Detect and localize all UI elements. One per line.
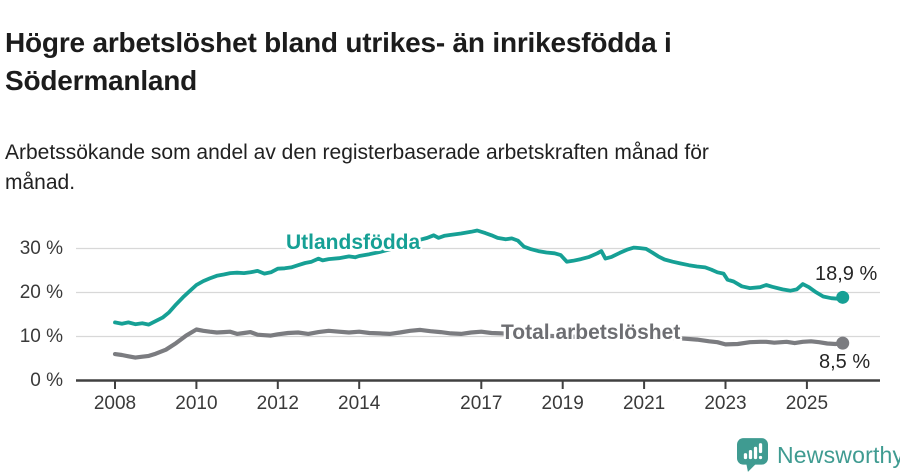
newsworthy-wordmark: Newsworthy <box>777 441 900 468</box>
page-title-line-2: Södermanland <box>5 64 198 96</box>
y-tick-label-10: 10 % <box>19 325 63 347</box>
x-tick-label-2017: 2017 <box>460 393 503 414</box>
x-tick-label-2025: 2025 <box>785 393 829 414</box>
x-tick-label-2019: 2019 <box>541 393 584 414</box>
chart-subtitle: Arbetssökande som andel av den registerb… <box>5 138 855 198</box>
end-dot-total <box>836 336 850 350</box>
gridlines-group <box>76 247 880 382</box>
x-tick-label-2012: 2012 <box>256 393 299 414</box>
y-tick-label-0: 0 % <box>30 369 63 391</box>
y-tick-label-30: 30 % <box>19 237 63 259</box>
series-lines-group <box>112 228 850 360</box>
series-label-total-arbetsloshet: Total arbetslöshet <box>501 321 681 344</box>
series-line-total <box>112 327 845 360</box>
end-value-label-total: 8,5 % <box>819 351 871 373</box>
series-label-utlandsfodda: Utlandsfödda <box>286 231 421 254</box>
chart-subtitle-line-1: Arbetssökande som andel av den registerb… <box>5 141 709 164</box>
page-title-line-1: Högre arbetslöshet bland utrikes- än inr… <box>5 26 672 58</box>
chart-subtitle-line-2: månad. <box>5 171 76 194</box>
page-title: Högre arbetslöshet bland utrikes- än inr… <box>5 24 865 100</box>
x-axis-group <box>114 380 808 389</box>
newsworthy-bar-chart-icon <box>737 438 768 472</box>
x-tick-label-2023: 2023 <box>704 393 747 414</box>
x-tick-label-2008: 2008 <box>93 393 137 414</box>
x-tick-label-2010: 2010 <box>175 393 218 414</box>
x-tick-label-2014: 2014 <box>338 393 381 414</box>
newsworthy-logo: Newsworthy <box>737 438 900 472</box>
end-value-label-utlandsfodda: 18,9 % <box>815 263 878 285</box>
y-tick-label-20: 20 % <box>19 281 63 303</box>
x-tick-label-2021: 2021 <box>622 393 666 414</box>
series-line-utlandsfodda <box>113 228 845 327</box>
end-dot-utlandsfodda <box>836 290 850 304</box>
